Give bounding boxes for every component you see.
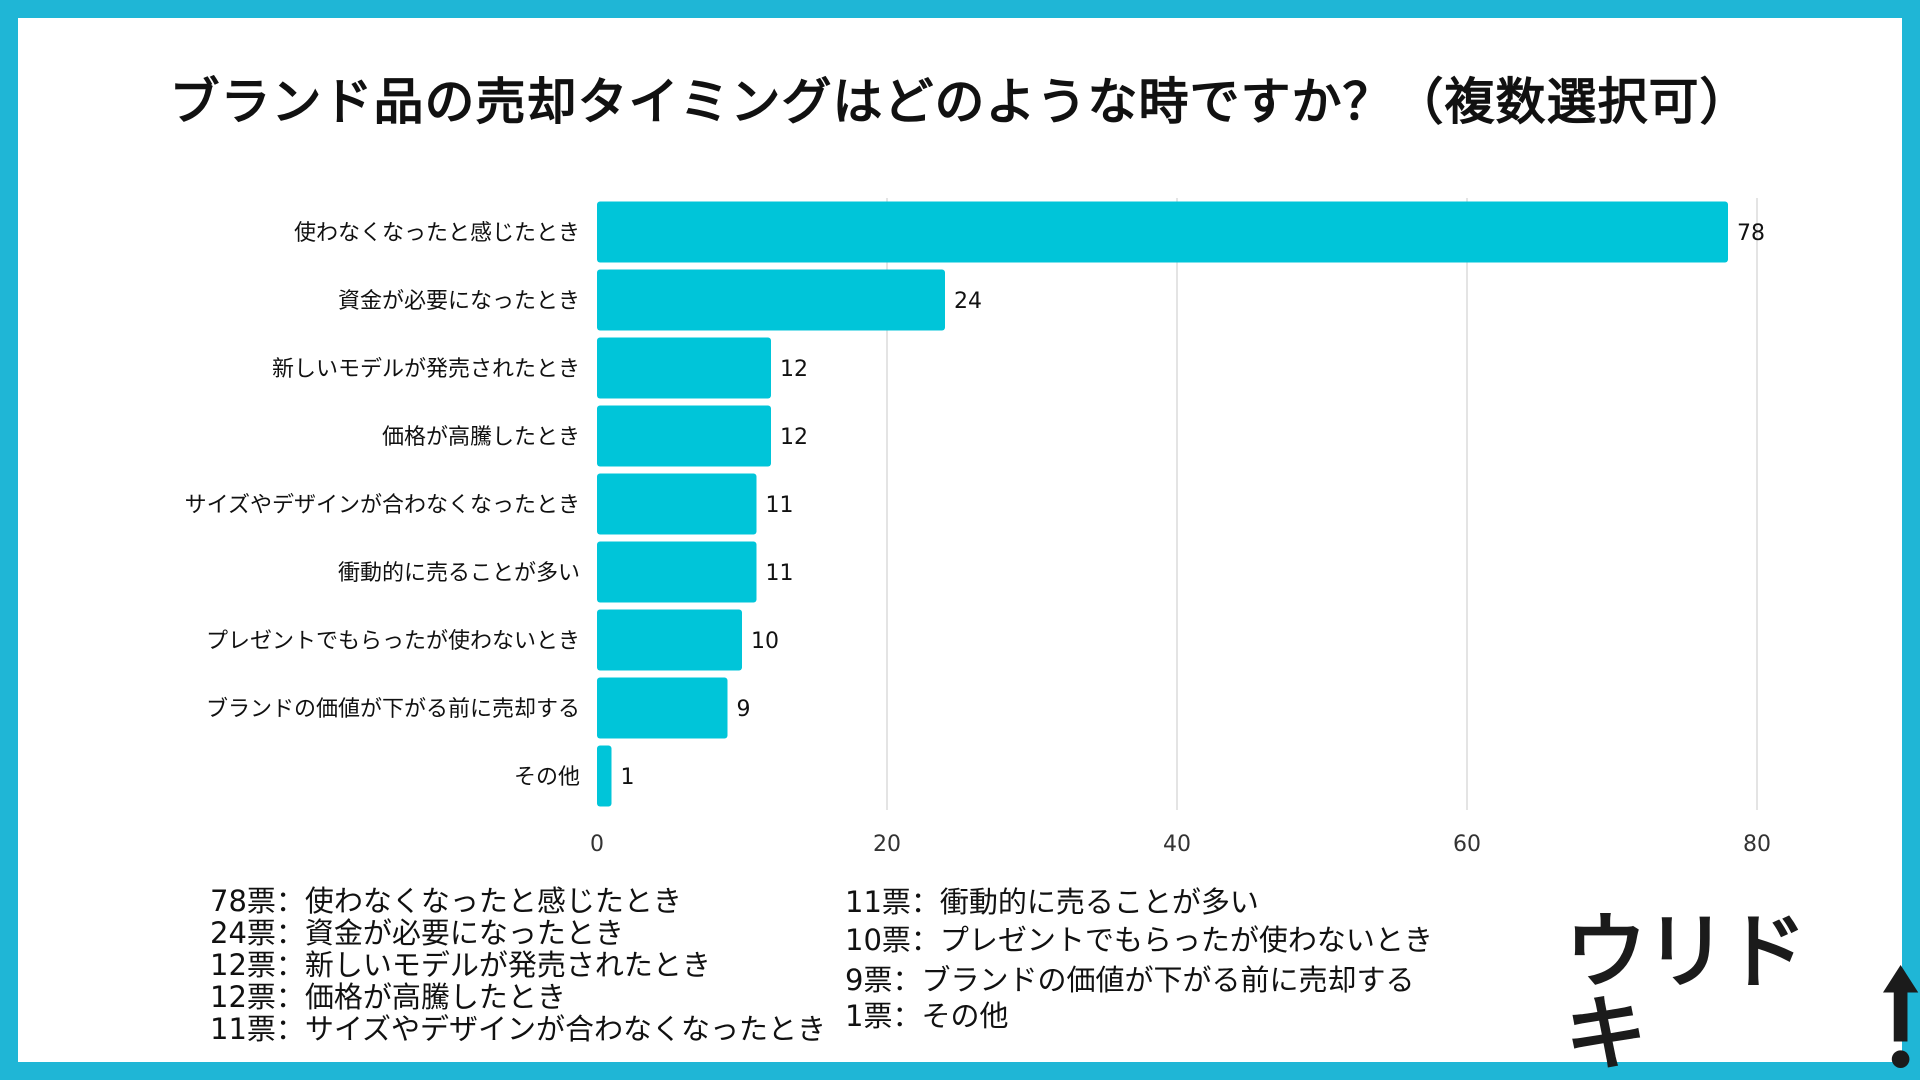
value-label: 78 xyxy=(1737,221,1765,246)
category-label: プレゼントでもらったが使わないとき xyxy=(206,629,580,654)
value-label: 9 xyxy=(737,697,751,722)
legend-item: 24票：資金が必要になったとき xyxy=(210,916,624,950)
value-label: 1 xyxy=(621,765,635,790)
category-label: 使わなくなったと感じたとき xyxy=(294,221,580,246)
value-label: 10 xyxy=(751,629,779,654)
legend-right: 11票：衝動的に売ることが多い 10票：プレゼントでもらったが使わないとき 9票… xyxy=(845,886,1433,1032)
category-label: サイズやデザインが合わなくなったとき xyxy=(185,493,580,518)
category-label: 資金が必要になったとき xyxy=(338,289,580,314)
bar xyxy=(597,269,945,331)
bar xyxy=(597,677,728,739)
bar xyxy=(597,541,757,603)
category-label: 新しいモデルが発売されたとき xyxy=(272,357,580,382)
legend-item: 1票：その他 xyxy=(845,999,1009,1033)
category-label: 価格が高騰したとき xyxy=(382,425,580,450)
value-label: 12 xyxy=(780,425,808,450)
x-tick-label: 40 xyxy=(1163,832,1191,857)
legend-item: 11票：サイズやデザインが合わなくなったとき xyxy=(210,1012,827,1046)
logo-text: ウリドキ xyxy=(1565,905,1807,1082)
category-label: その他 xyxy=(514,765,580,790)
value-label: 12 xyxy=(780,357,808,382)
bar xyxy=(597,201,1728,263)
legend-item: 78票：使わなくなったと感じたとき xyxy=(210,884,682,918)
legend-left: 78票：使わなくなったと感じたとき 24票：資金が必要になったとき 12票：新し… xyxy=(210,885,826,1045)
bar xyxy=(597,609,742,671)
value-label: 11 xyxy=(766,561,794,586)
legend-item: 10票：プレゼントでもらったが使わないとき xyxy=(845,923,1433,957)
x-tick-label: 80 xyxy=(1743,832,1771,857)
legend-item: 12票：価格が高騰したとき xyxy=(210,980,566,1014)
value-label: 24 xyxy=(954,289,982,314)
x-tick-label: 60 xyxy=(1453,832,1481,857)
brand-logo: ウリドキ xyxy=(1565,912,1920,1076)
value-label: 11 xyxy=(766,493,794,518)
x-tick-label: 0 xyxy=(590,832,604,857)
x-tick-label: 20 xyxy=(873,832,901,857)
legend-item: 11票：衝動的に売ることが多い xyxy=(845,885,1259,919)
bar xyxy=(597,405,771,467)
bar xyxy=(597,337,771,399)
chart-title: ブランド品の売却タイミングはどのような時ですか？（複数選択可） xyxy=(169,73,1751,131)
legend-item: 9票：ブランドの価値が下がる前に売却する xyxy=(845,963,1415,997)
bar xyxy=(597,745,612,807)
category-label: 衝動的に売ることが多い xyxy=(338,561,580,586)
category-label: ブランドの価値が下がる前に売却する xyxy=(206,697,580,722)
legend-item: 12票：新しいモデルが発売されたとき xyxy=(210,948,711,982)
bar xyxy=(597,473,757,535)
up-arrow-icon xyxy=(1882,965,1919,1068)
